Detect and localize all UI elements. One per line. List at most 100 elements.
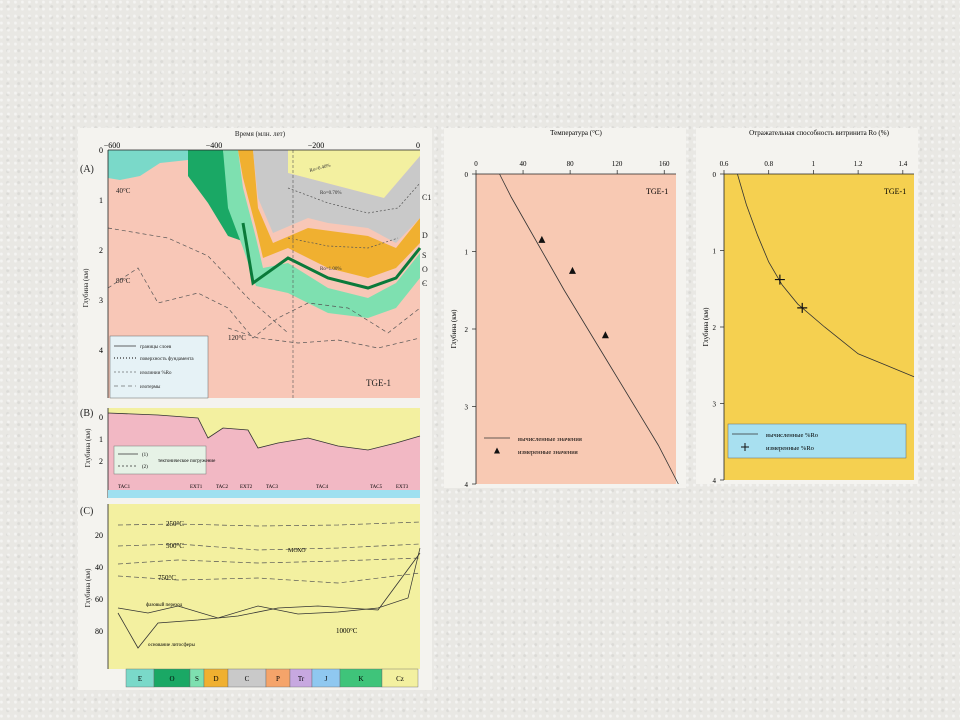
isotherm-80: 80°C	[116, 277, 131, 285]
right-label-d: D	[422, 231, 428, 240]
phase-label: TAC3	[266, 485, 279, 490]
period-label: K	[358, 675, 363, 683]
legend-b-tectonic: тектоническое погружение	[158, 459, 216, 464]
b-y-tick: 0	[99, 413, 103, 422]
a-y-tick: 1	[99, 196, 103, 205]
y-tick-label: 1	[713, 248, 717, 256]
period-label: Cz	[396, 675, 404, 683]
panel-a-ylabel: Глубина (км)	[82, 268, 90, 307]
period-label: C	[245, 675, 250, 683]
phase-label: TAC1	[118, 485, 131, 490]
data-point	[797, 302, 808, 313]
legend-label: измеренные %Ro	[766, 445, 814, 452]
period-label: S	[195, 675, 199, 683]
chart-annotation: TGE-1	[884, 187, 906, 196]
label-250: 250°C	[166, 520, 184, 528]
vitrinite-chart: Отражательная способность витринита Ro (…	[696, 128, 918, 484]
panel-a: Время (млн. лет) −600 −400 −200 0 (A) Глуби…	[80, 130, 431, 399]
period-label: J	[325, 675, 328, 683]
data-point	[568, 266, 576, 274]
legend-box	[727, 423, 907, 459]
c-y-tick: 20	[95, 531, 103, 540]
y-tick-label: 3	[713, 401, 717, 409]
data-point	[538, 235, 546, 243]
x-tick-label: 0.8	[764, 160, 773, 168]
phase-label: TAC5	[370, 485, 383, 490]
y-tick-label: 1	[465, 249, 469, 257]
isotherm-120: 120°C	[228, 334, 246, 342]
label-500: 500°C	[166, 542, 184, 550]
period-cell	[381, 668, 419, 688]
legend-label: вычисленные значения	[518, 436, 582, 443]
a-top-tick: −200	[308, 141, 325, 150]
a-y-tick: 4	[99, 346, 103, 355]
temperature-chart: Температура (°C) 0 40 80 120 160 0 1 2 3 4 Глубина …	[444, 128, 686, 488]
ro-070: Ro=0.70%	[320, 191, 342, 196]
legend-label: измеренные значения	[518, 449, 578, 456]
right-label-c1: C1	[422, 193, 431, 202]
label-moho: МОХО	[288, 548, 306, 554]
data-point	[774, 274, 785, 285]
legend-basement: поверхность фундамента	[140, 357, 194, 362]
panel-a-top-axis-title: Время (млн. лет)	[235, 130, 286, 138]
panel-c-ylabel: Глубина (км)	[84, 568, 92, 607]
panel-c: (C) 20 40 60 80 Глубина (км) 250°C 500°C 75…	[80, 504, 421, 688]
legend-marker	[494, 447, 500, 454]
phase-label: EXT2	[240, 485, 253, 490]
x-tick-label: 80	[567, 160, 575, 168]
phase-label: EXT3	[396, 485, 409, 490]
isotherm-40: 40°C	[116, 187, 131, 195]
y-tick-label: 2	[713, 324, 717, 332]
b-y-tick: 1	[99, 435, 103, 444]
legend-ro-isolines: изолинии %Ro	[140, 371, 172, 376]
a-top-tick: 0	[416, 141, 420, 150]
label-1000: 1000°C	[336, 627, 358, 635]
x-tick-label: 0.6	[720, 160, 729, 168]
y-tick-label: 4	[713, 477, 717, 484]
period-label: D	[213, 675, 218, 683]
a-top-tick: −600	[104, 141, 121, 150]
panel-c-label: (C)	[80, 506, 93, 517]
c-y-tick: 60	[95, 595, 103, 604]
period-label: Tr	[298, 675, 305, 683]
data-point	[601, 331, 609, 339]
chart-title: Температура (°C)	[550, 129, 602, 137]
b-y-tick: 2	[99, 457, 103, 466]
panel-a-label: (A)	[80, 164, 94, 175]
panel-b-ylabel: Глубина (км)	[84, 428, 92, 467]
y-axis-label: Глубина (км)	[702, 307, 710, 346]
label-phase-transition: фазовый переход	[146, 603, 183, 608]
ro-040: Ro=0.40%	[309, 164, 331, 174]
legend-marker	[741, 443, 749, 451]
label-lithosphere-base: основание литосферы	[148, 643, 196, 648]
legend-b-1: (1)	[142, 453, 148, 458]
phase-label: TAC2	[216, 485, 229, 490]
a-y-tick: 0	[99, 146, 103, 155]
legend-layer-boundaries: границы слоев	[140, 345, 172, 350]
x-tick-label: 40	[520, 160, 528, 168]
y-tick-label: 0	[713, 171, 717, 179]
y-tick-label: 3	[465, 404, 469, 412]
right-label-cambrian: Є	[422, 279, 427, 288]
x-tick-label: 1.4	[898, 160, 907, 168]
a-top-tick: −400	[206, 141, 223, 150]
chart-title: Отражательная способность витринита Ro (…	[749, 129, 889, 137]
panel-a-well-label: TGE-1	[366, 378, 391, 388]
phase-label: TAC4	[316, 485, 329, 490]
ro-100: Ro=1.00%	[320, 267, 342, 272]
chart-annotation: TGE-1	[646, 187, 668, 196]
plot-area	[476, 174, 676, 484]
c-y-tick: 40	[95, 563, 103, 572]
y-tick-label: 4	[465, 481, 469, 488]
x-tick-label: 1.2	[854, 160, 863, 168]
legend-b-2: (2)	[142, 465, 148, 470]
a-y-tick: 3	[99, 296, 103, 305]
panel-b: (B) Глубина (км) 0 1 2 (1) (2) тектоническ…	[80, 408, 421, 498]
right-label-o: O	[422, 265, 428, 274]
panel-b-label: (B)	[80, 408, 93, 419]
c-y-tick: 80	[95, 627, 103, 636]
legend-isotherms: изотермы	[140, 385, 161, 390]
burial-history-figure: Время (млн. лет) −600 −400 −200 0 (A) Глуби…	[78, 128, 432, 690]
y-axis-label: Глубина (км)	[450, 309, 458, 348]
label-750: 750°C	[158, 574, 176, 582]
